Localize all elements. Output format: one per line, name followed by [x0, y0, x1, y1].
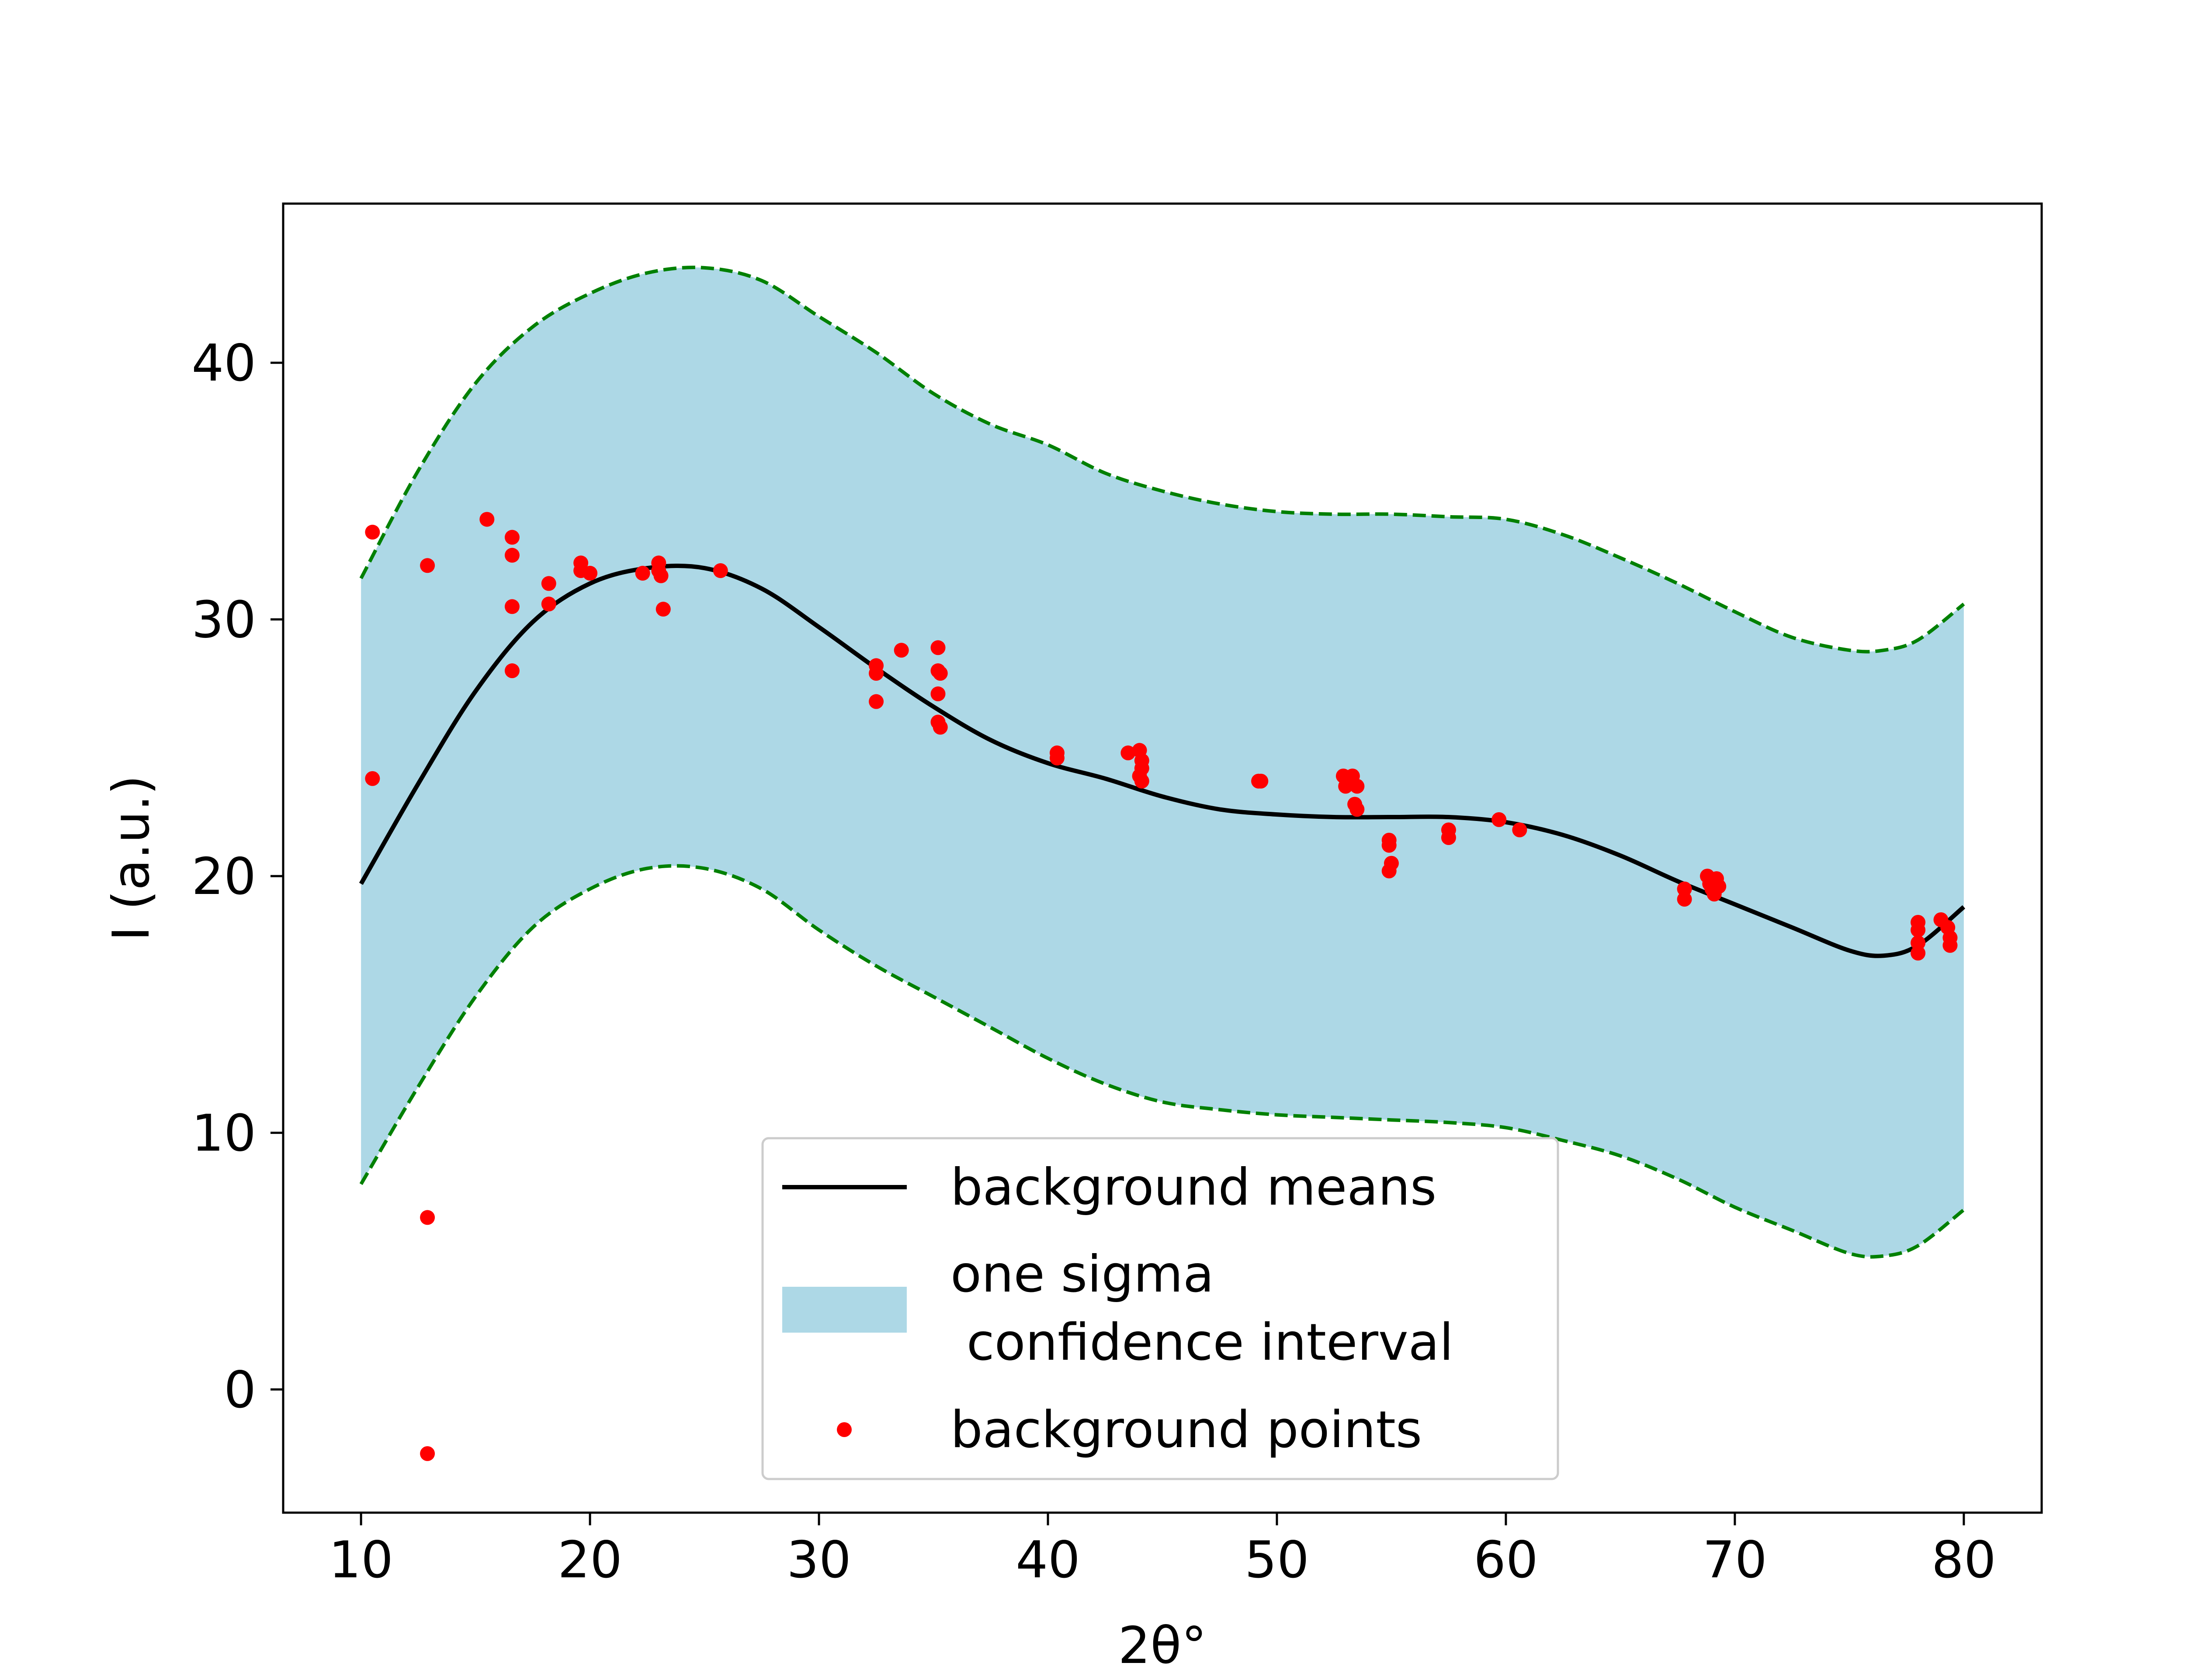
- x-axis-title: 2θ°: [1118, 1616, 1207, 1675]
- background-point: [656, 602, 671, 617]
- confidence-band-layer: [361, 267, 1964, 1257]
- background-point: [479, 512, 495, 527]
- y-axis-ticks: 0 10 20 30 40: [191, 334, 283, 1420]
- background-point: [930, 640, 946, 655]
- x-axis-ticks: 10 20 30 40 50 60 70 80: [329, 1513, 1996, 1590]
- x-tick-label: 40: [1016, 1531, 1080, 1590]
- background-point: [420, 558, 435, 573]
- y-axis-title: I (a.u.): [102, 775, 161, 941]
- background-point: [1706, 887, 1722, 902]
- y-tick-label: 10: [191, 1104, 256, 1163]
- background-point: [1911, 935, 1926, 950]
- background-point: [930, 686, 946, 702]
- background-point: [1349, 802, 1365, 817]
- background-point: [365, 771, 380, 786]
- background-point: [653, 568, 669, 583]
- background-point: [1677, 881, 1692, 897]
- x-tick-label: 70: [1703, 1531, 1767, 1590]
- background-point: [1381, 838, 1397, 853]
- background-point: [1491, 812, 1507, 827]
- y-tick-label: 40: [191, 334, 256, 393]
- legend-label-mean: background means: [950, 1158, 1436, 1217]
- legend-swatch-points: [837, 1422, 852, 1437]
- background-point: [541, 576, 556, 591]
- background-point: [1049, 750, 1065, 766]
- band-edge-layer: [359, 266, 1965, 1259]
- background-point: [933, 720, 948, 735]
- x-tick-label: 10: [329, 1531, 393, 1590]
- background-point: [1942, 938, 1958, 953]
- points-layer: [365, 512, 1958, 1461]
- background-point: [1677, 891, 1692, 907]
- background-point: [420, 1210, 435, 1225]
- background-point: [1441, 830, 1456, 845]
- background-point: [1911, 946, 1926, 961]
- background-point: [541, 596, 556, 612]
- background-point: [869, 694, 884, 709]
- legend-frame: [761, 1137, 1559, 1480]
- background-point: [504, 663, 520, 679]
- background-point: [583, 565, 598, 581]
- background-point: [365, 524, 380, 540]
- upper-bound-line: [359, 266, 1965, 654]
- background-point: [894, 643, 909, 658]
- background-point: [1253, 773, 1269, 789]
- x-tick-label: 60: [1474, 1531, 1538, 1590]
- legend-label-band-line1: one sigma: [950, 1245, 1214, 1304]
- legend-swatch-band: [782, 1287, 907, 1333]
- background-point: [1381, 863, 1397, 879]
- background-point: [635, 565, 650, 581]
- background-point: [420, 1446, 435, 1461]
- background-point: [1134, 773, 1149, 789]
- background-point: [504, 547, 520, 563]
- x-tick-label: 50: [1245, 1531, 1309, 1590]
- legend-label-points: background points: [950, 1400, 1422, 1459]
- lower-bound-line: [359, 864, 1965, 1259]
- background-point: [504, 530, 520, 545]
- background-point: [1120, 745, 1136, 761]
- legend: background means one sigma confidence int…: [761, 1137, 1559, 1480]
- plot-frame: [282, 202, 2043, 1514]
- background-point: [869, 666, 884, 681]
- x-tick-label: 20: [558, 1531, 622, 1590]
- background-point: [504, 599, 520, 614]
- x-tick-label: 30: [787, 1531, 851, 1590]
- y-tick-label: 30: [191, 591, 256, 650]
- y-tick-label: 20: [191, 847, 256, 906]
- background-point: [1512, 822, 1527, 838]
- legend-label-band-line2: confidence interval: [950, 1313, 1453, 1372]
- background-point: [1911, 922, 1926, 938]
- background-point: [1349, 779, 1365, 794]
- y-tick-label: 0: [224, 1361, 256, 1420]
- x-tick-label: 80: [1932, 1531, 1996, 1590]
- background-point: [933, 666, 948, 681]
- background-point: [713, 563, 728, 578]
- confidence-band: [361, 267, 1964, 1257]
